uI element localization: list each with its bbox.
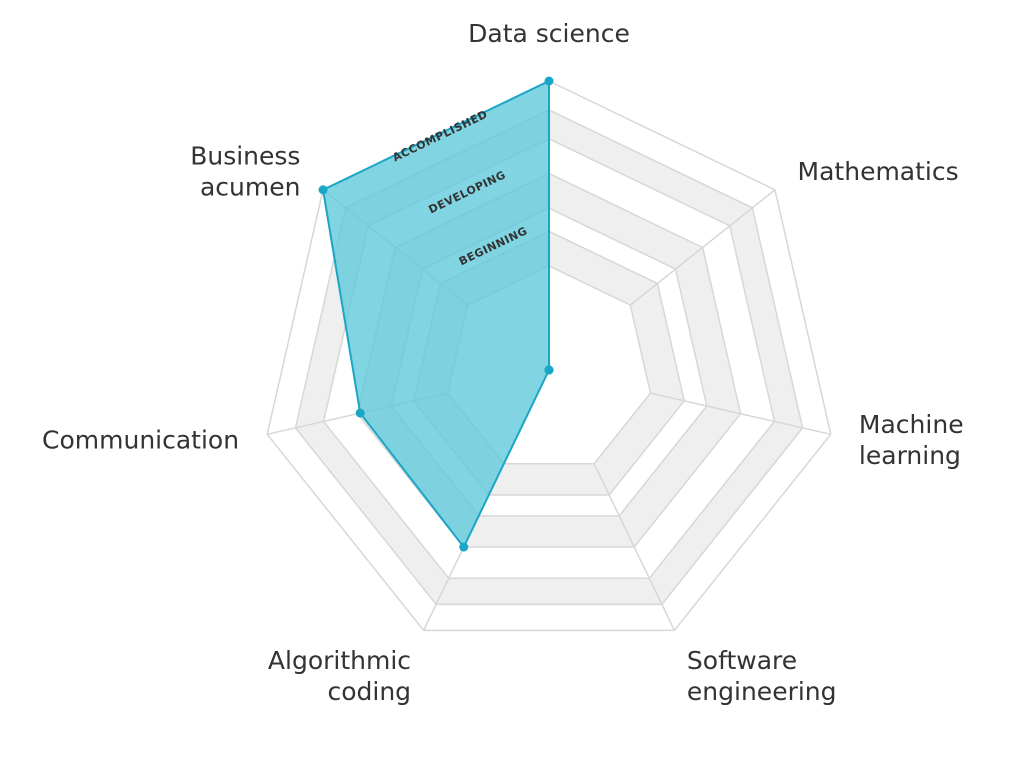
series-points <box>318 76 554 552</box>
axis-label-line: Communication <box>42 426 239 455</box>
axis-label-line: Business <box>190 141 300 170</box>
axis-label-line: coding <box>327 677 411 706</box>
axis-label: Software engineering <box>687 646 837 706</box>
axis-label-line: Mathematics <box>798 157 959 186</box>
axis-label-line: acumen <box>200 172 301 201</box>
data-point <box>459 542 469 552</box>
data-point <box>544 365 554 375</box>
axis-label: Communication <box>42 426 239 455</box>
axis-label: Mathematics <box>798 157 959 186</box>
grid-ring <box>266 80 832 632</box>
axis-label-line: Data science <box>468 19 630 48</box>
axis-label-line: Software <box>687 646 797 675</box>
axis-labels: Data science Mathematics Machine learning So… <box>42 19 964 706</box>
data-point <box>318 185 328 195</box>
data-point <box>355 408 365 418</box>
axis-label: Data science <box>468 19 630 48</box>
axis-spoke <box>629 189 776 306</box>
axis-label: Business acumen <box>190 141 300 201</box>
axis-label: Algorithmic coding <box>268 646 411 706</box>
axis-label-line: learning <box>859 441 961 470</box>
axis-label-line: engineering <box>687 677 837 706</box>
data-point <box>544 76 554 86</box>
axis-label-line: Algorithmic <box>268 646 411 675</box>
axis-spoke <box>650 392 831 436</box>
series-polygon <box>322 80 550 549</box>
series-area <box>322 80 550 549</box>
axis-spoke <box>593 463 676 631</box>
axis-label: Machine learning <box>859 410 964 470</box>
axis-label-line: Machine <box>859 410 964 439</box>
